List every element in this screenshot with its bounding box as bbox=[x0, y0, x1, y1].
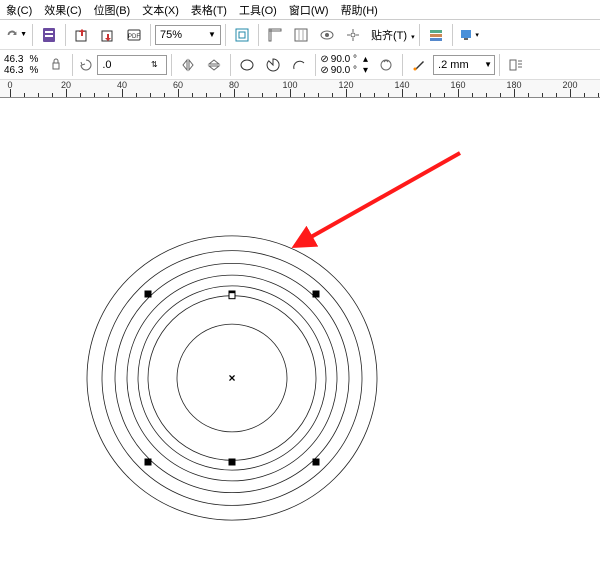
menu-item-effects[interactable]: 效果(C) bbox=[38, 1, 87, 19]
snap-button[interactable] bbox=[341, 23, 365, 47]
chevron-down-icon: ▼ bbox=[20, 31, 27, 38]
angle-readout: ⊘90.0 ° ⊘90.0 ° bbox=[320, 54, 357, 76]
property-bar: 46.3 46.3 %% ⇅ ⊘90.0 ° ⊘90.0 ° ▴▾ bbox=[0, 50, 600, 80]
position-readout: 46.3 46.3 bbox=[4, 54, 23, 76]
publish-button[interactable]: PDF bbox=[122, 23, 146, 47]
wrap-text-button[interactable] bbox=[504, 53, 528, 77]
angle-spinner[interactable]: ▴▾ bbox=[363, 54, 368, 76]
zoom-input[interactable] bbox=[158, 29, 206, 41]
percent-readout: %% bbox=[29, 54, 38, 76]
export-button[interactable] bbox=[96, 23, 120, 47]
import-button[interactable] bbox=[70, 23, 94, 47]
angle2-value: 90.0 bbox=[331, 65, 350, 76]
ruler-label: 160 bbox=[450, 80, 465, 90]
options-button[interactable] bbox=[424, 23, 448, 47]
annotation-arrow bbox=[295, 153, 460, 246]
menu-item-object[interactable]: 象(C) bbox=[0, 1, 38, 19]
rulers-button[interactable] bbox=[263, 23, 287, 47]
toolbar-main: ▼ PDF ▼ 贴齐(T) ▾ ▾ bbox=[0, 20, 600, 50]
selection-handle[interactable] bbox=[313, 291, 320, 298]
menu-item-help[interactable]: 帮助(H) bbox=[335, 1, 384, 19]
canvas[interactable]: × bbox=[0, 98, 600, 575]
shape-node[interactable] bbox=[229, 293, 235, 299]
fullscreen-button[interactable] bbox=[230, 23, 254, 47]
chevron-down-icon[interactable]: ▼ bbox=[484, 60, 492, 69]
angle1-value: 90.0 bbox=[331, 54, 350, 65]
rotation-combo[interactable]: ⇅ bbox=[97, 55, 167, 75]
menu-bar: 象(C) 效果(C) 位图(B) 文本(X) 表格(T) 工具(O) 窗口(W)… bbox=[0, 0, 600, 20]
menu-item-tools[interactable]: 工具(O) bbox=[233, 1, 283, 19]
ruler-label: 100 bbox=[282, 80, 297, 90]
menu-item-table[interactable]: 表格(T) bbox=[185, 1, 233, 19]
pie-tool-button[interactable] bbox=[261, 53, 285, 77]
chevron-down-icon[interactable]: ▼ bbox=[206, 30, 218, 39]
chevron-down-icon: ▾ bbox=[475, 31, 479, 39]
y-value: 46.3 bbox=[4, 65, 23, 76]
svg-text:PDF: PDF bbox=[128, 34, 140, 40]
zoom-combo[interactable]: ▼ bbox=[155, 25, 221, 45]
rotation-input[interactable] bbox=[100, 59, 148, 71]
ruler-label: 140 bbox=[394, 80, 409, 90]
selection-handle[interactable] bbox=[145, 459, 152, 466]
ellipse-tool-button[interactable] bbox=[235, 53, 259, 77]
ruler-label: 60 bbox=[173, 80, 183, 90]
outline-width-input[interactable] bbox=[436, 59, 484, 71]
rotation-icon bbox=[77, 53, 95, 77]
chevron-down-icon: ▾ bbox=[411, 34, 415, 41]
drawing-surface[interactable]: × bbox=[0, 98, 600, 575]
ruler-label: 40 bbox=[117, 80, 127, 90]
center-marker[interactable]: × bbox=[228, 371, 235, 385]
redo-button[interactable]: ▼ bbox=[4, 23, 28, 47]
align-dropdown[interactable]: 贴齐(T) ▾ bbox=[371, 27, 415, 43]
ruler-label: 20 bbox=[61, 80, 71, 90]
preview-button[interactable] bbox=[315, 23, 339, 47]
outline-width-combo[interactable]: ▼ bbox=[433, 55, 495, 75]
menu-item-text[interactable]: 文本(X) bbox=[136, 1, 185, 19]
x-value: 46.3 bbox=[4, 54, 23, 65]
ruler-label: 200 bbox=[562, 80, 577, 90]
selection-handle[interactable] bbox=[145, 291, 152, 298]
clipboard-button[interactable] bbox=[37, 23, 61, 47]
ruler-label: 80 bbox=[229, 80, 239, 90]
ruler-label: 120 bbox=[338, 80, 353, 90]
selection-handle[interactable] bbox=[229, 459, 236, 466]
mirror-v-button[interactable] bbox=[202, 53, 226, 77]
ruler-horizontal: 020406080100120140160180200220 bbox=[0, 80, 600, 98]
grid-button[interactable] bbox=[289, 23, 313, 47]
arc-tool-button[interactable] bbox=[287, 53, 311, 77]
ruler-label: 180 bbox=[506, 80, 521, 90]
launch-button[interactable]: ▾ bbox=[457, 23, 481, 47]
ruler-label: 0 bbox=[7, 80, 12, 90]
mirror-h-button[interactable] bbox=[176, 53, 200, 77]
spinner-icon[interactable]: ⇅ bbox=[148, 60, 160, 69]
align-label: 贴齐(T) bbox=[371, 30, 407, 42]
direction-button[interactable] bbox=[374, 53, 398, 77]
menu-item-window[interactable]: 窗口(W) bbox=[283, 1, 335, 19]
selection-handle[interactable] bbox=[313, 459, 320, 466]
outline-pen-icon bbox=[407, 53, 431, 77]
menu-item-bitmap[interactable]: 位图(B) bbox=[88, 1, 137, 19]
lock-ratio-button[interactable] bbox=[44, 53, 68, 77]
